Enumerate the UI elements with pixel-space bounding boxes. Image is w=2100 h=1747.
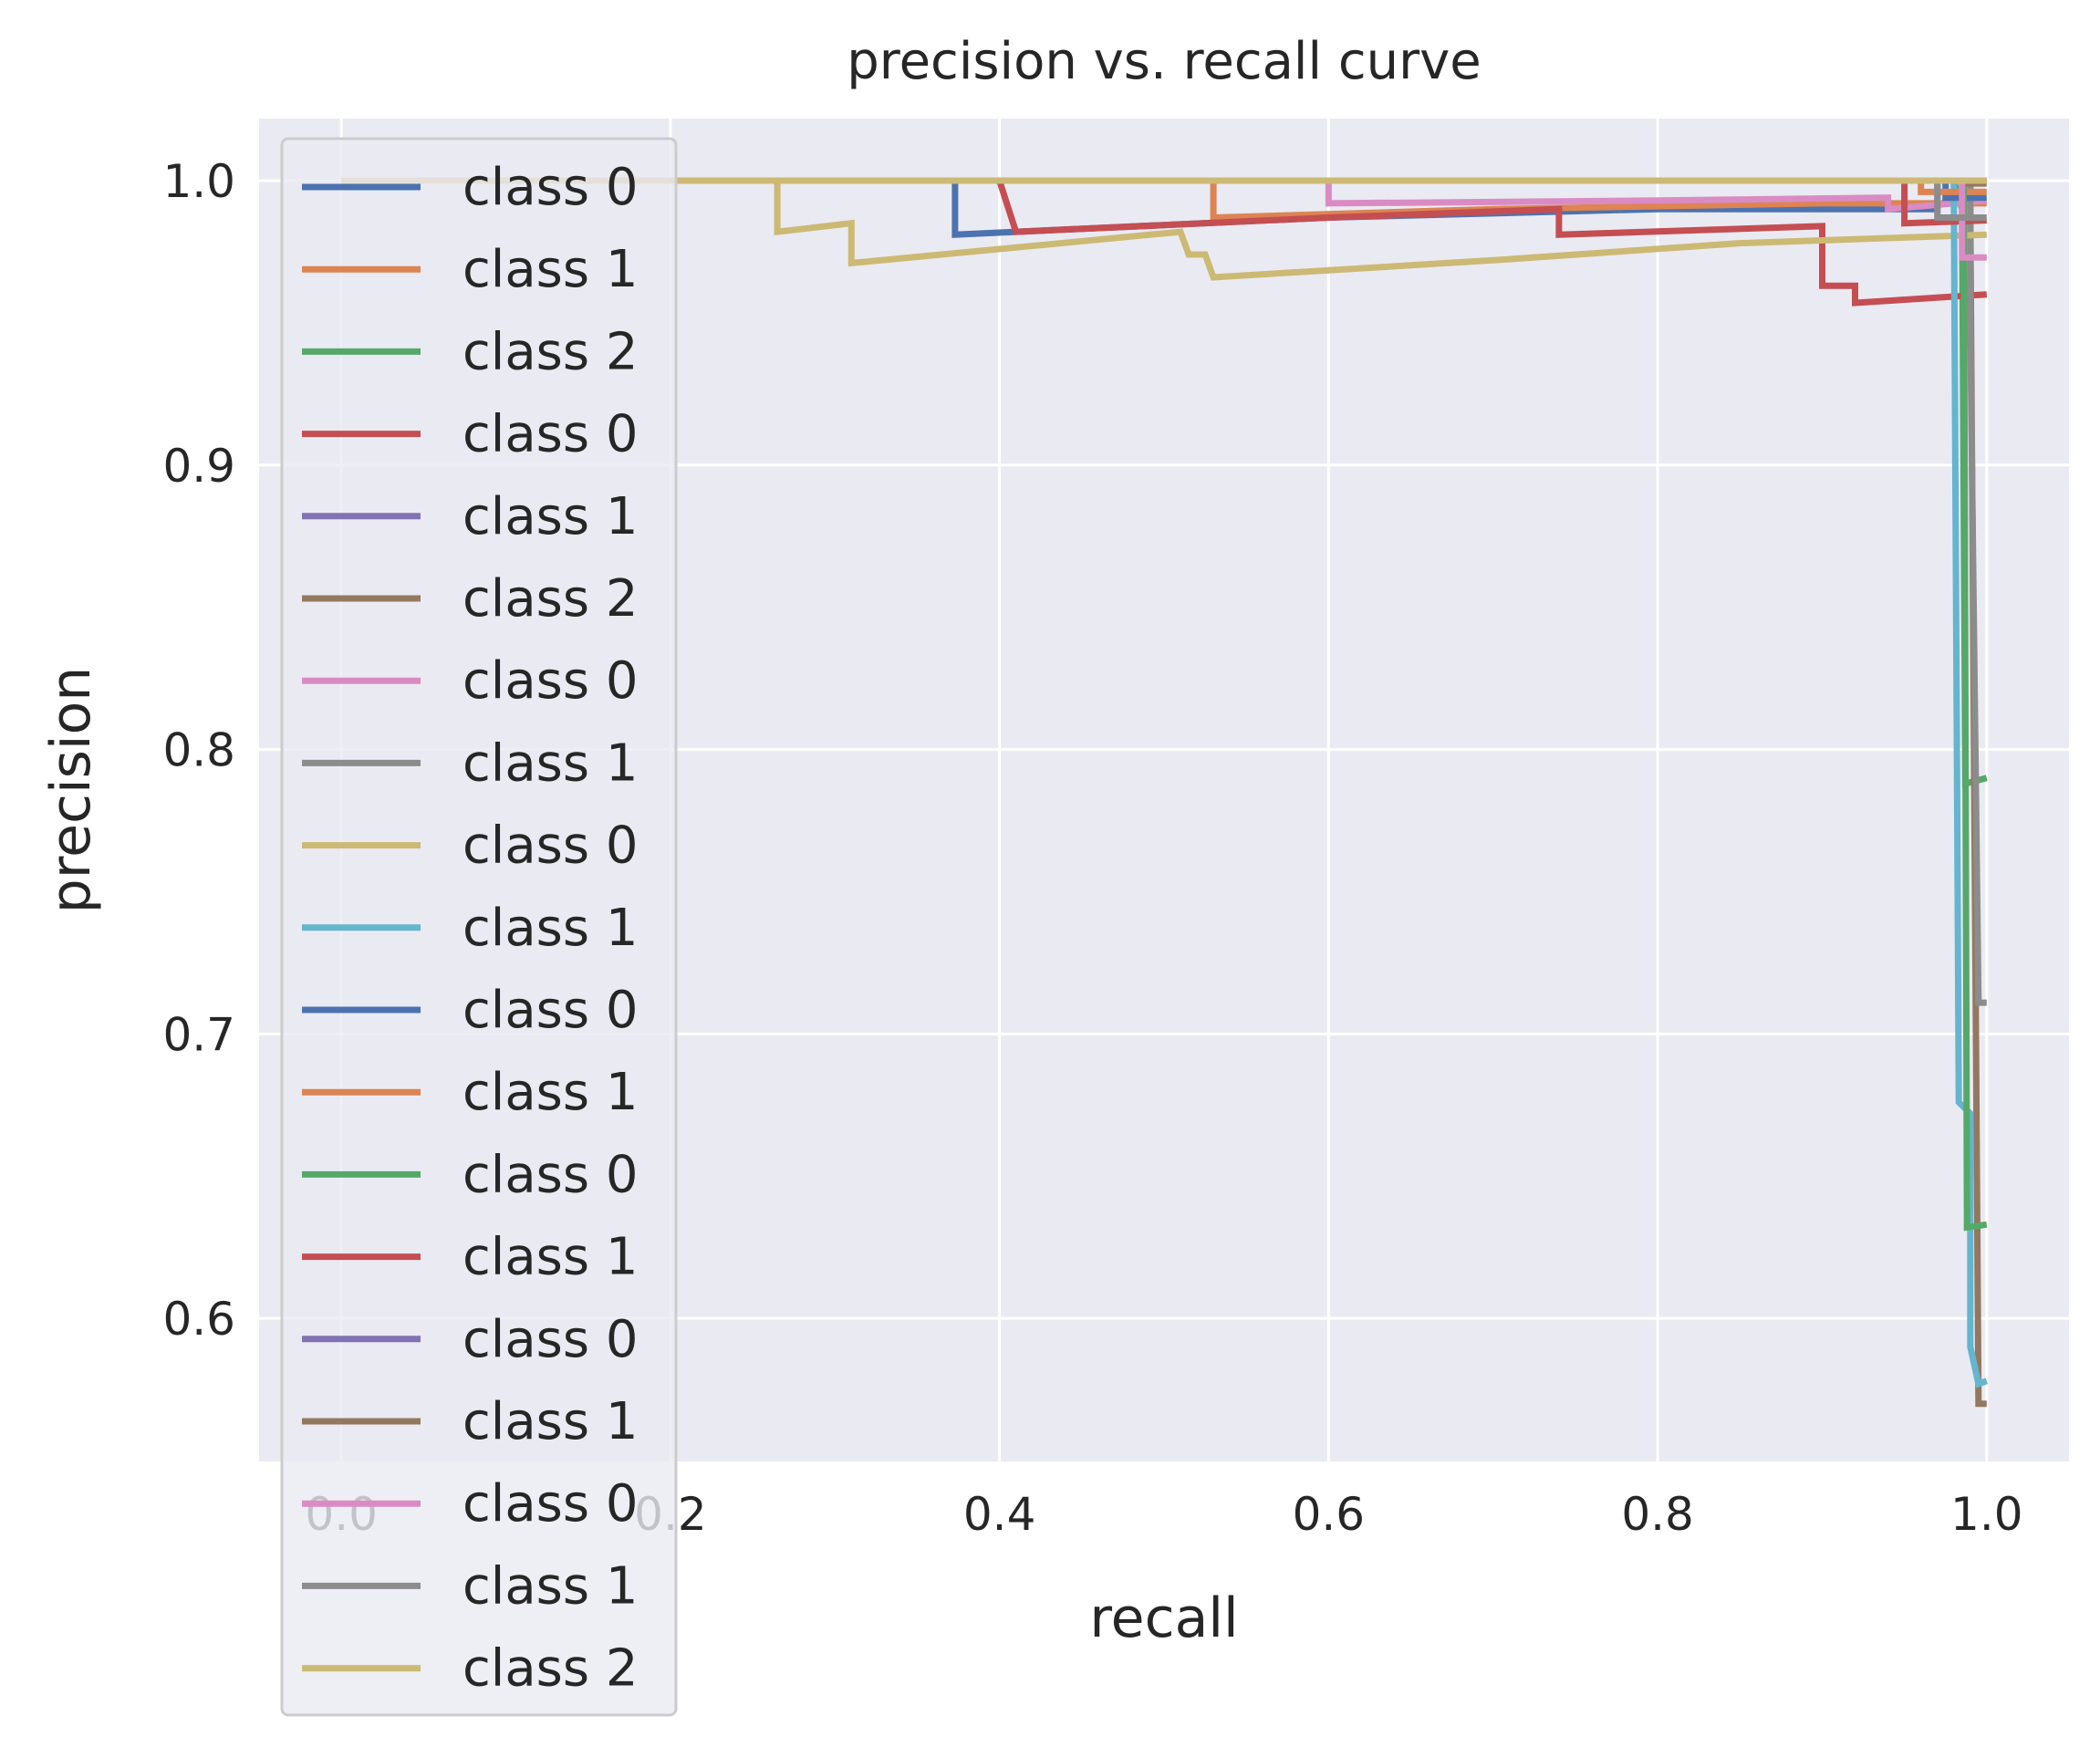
legend-label: class 1 [463,1556,638,1616]
x-tick-label: 0.4 [963,1488,1036,1541]
y-tick-label: 1.0 [162,155,235,208]
series-line-8 [341,177,1987,281]
legend: class 0 class 1 class 2 class 0 class 1 class… [280,137,678,1717]
legend-label: class 0 [463,1145,638,1204]
legend-label: class 2 [463,1639,638,1699]
legend-label: class 0 [463,158,638,217]
legend-label: class 1 [463,1063,638,1122]
y-tick-labels: 0.6 0.7 0.8 0.9 1.0 [162,155,235,1346]
legend-label: class 1 [463,899,638,958]
legend-label: class 1 [463,240,638,299]
y-tick-label: 0.9 [162,440,235,493]
legend-label: class 2 [463,322,638,381]
legend-label: class 1 [463,487,638,546]
y-axis-label: precision [39,667,103,914]
x-tick-label: 1.0 [1950,1488,2023,1541]
legend-label: class 0 [463,981,638,1040]
legend-label: class 0 [463,1474,638,1534]
y-tick-label: 0.8 [162,724,235,777]
legend-label: class 2 [463,569,638,629]
series-line-3 [341,177,1988,307]
legend-label: class 0 [463,651,638,711]
legend-label: class 1 [463,733,638,793]
legend-label: class 0 [463,1310,638,1369]
x-axis-label: recall [1089,1586,1238,1650]
y-tick-label: 0.6 [162,1293,235,1346]
chart-title: precision vs. recall curve [847,32,1481,91]
x-tick-label: 0.8 [1621,1488,1694,1541]
series-layer [341,177,1988,1408]
legend-label: class 1 [463,1392,638,1451]
y-tick-label: 0.7 [162,1008,235,1061]
legend-label: class 0 [463,405,638,464]
legend-label: class 1 [463,1228,638,1287]
legend-frame [280,137,678,1717]
x-tick-label: 0.6 [1293,1488,1366,1541]
legend-label: class 0 [463,816,638,876]
